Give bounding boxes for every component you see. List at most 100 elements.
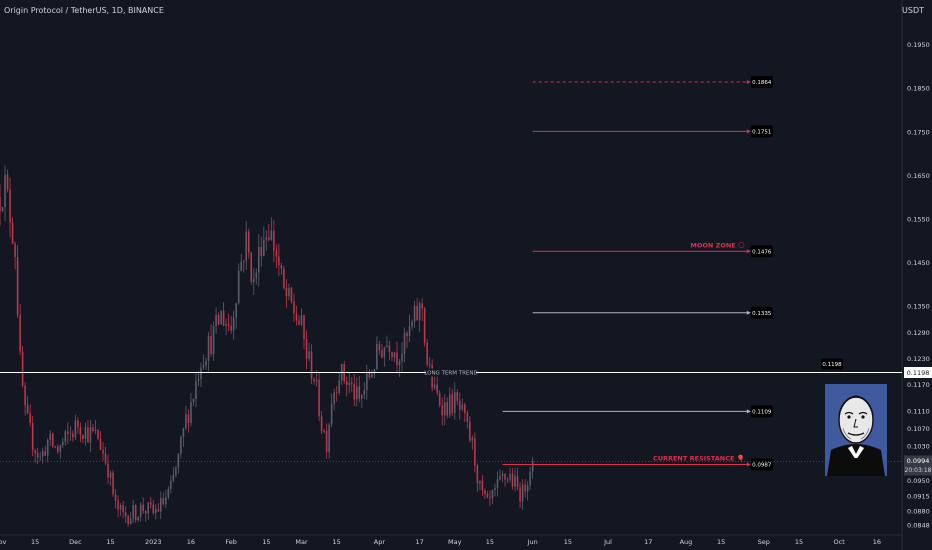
candle (408, 314, 411, 343)
candle (9, 177, 11, 238)
y-tick-label: 0.0915 (907, 492, 930, 500)
level-line[interactable]: 0.1476 MOON ZONE 🌕 (532, 241, 773, 258)
candle (388, 340, 391, 360)
candle (192, 398, 195, 407)
candle (325, 423, 328, 459)
candle (383, 346, 386, 367)
candle (340, 363, 343, 385)
candle (461, 398, 464, 412)
y-tick-label: 0.1850 (907, 85, 930, 93)
candle (491, 489, 494, 505)
level-line[interactable]: 0.1864 (532, 76, 773, 89)
candle (441, 397, 443, 426)
level-price-box (750, 306, 773, 319)
candle (438, 390, 441, 408)
candle (381, 343, 383, 359)
candle (227, 313, 230, 332)
candle (114, 488, 117, 509)
candle (252, 268, 255, 296)
candle (59, 444, 62, 459)
candle (94, 420, 97, 435)
candle (217, 312, 220, 325)
candle (92, 423, 94, 433)
candle (147, 502, 150, 520)
candle (265, 230, 268, 251)
candle (109, 470, 112, 486)
x-tick-label: 17 (644, 538, 652, 546)
candle (310, 344, 313, 384)
candle (486, 490, 489, 499)
x-tick-label: Sep (758, 538, 770, 546)
candle (250, 251, 253, 286)
candle (459, 392, 461, 420)
currency-label: USDT (902, 6, 924, 15)
candle (122, 500, 124, 519)
candle (285, 279, 288, 308)
candle (421, 298, 423, 321)
candle (39, 451, 41, 461)
candle (411, 319, 413, 331)
candle (393, 351, 396, 363)
y-tick-label: 0.1230 (907, 355, 930, 363)
level-annotation: CURRENT RESISTANCE 🎈 (653, 454, 745, 463)
candle (51, 432, 54, 449)
candle (335, 386, 338, 402)
y-tick-label: 0.1110 (907, 407, 930, 415)
candle (338, 372, 340, 396)
candle (398, 358, 401, 377)
candle (353, 374, 356, 407)
candle (240, 253, 242, 272)
candle (313, 377, 315, 385)
x-tick-label: Feb (225, 538, 237, 546)
level-line[interactable]: 0.1751 (532, 125, 773, 138)
candle (79, 422, 82, 443)
trend-price-box (821, 358, 843, 370)
x-tick-label: 15 (106, 538, 114, 546)
candle (104, 446, 107, 465)
candle (200, 362, 202, 388)
candle (451, 388, 454, 416)
candle (57, 444, 59, 454)
level-line[interactable]: 0.1335 (532, 306, 773, 319)
candle (531, 457, 534, 479)
candle (197, 370, 200, 387)
candle (418, 301, 421, 332)
candle (280, 262, 283, 275)
candle (172, 466, 175, 483)
candle (298, 315, 300, 326)
candle (89, 419, 92, 452)
candle (157, 503, 160, 512)
candle (182, 427, 185, 447)
candle (21, 345, 24, 389)
candle (49, 430, 52, 447)
candle (190, 392, 192, 427)
candle (165, 489, 167, 509)
candle (134, 503, 137, 523)
candle (446, 397, 449, 419)
candle (212, 321, 215, 361)
candle (443, 394, 446, 426)
y-tick-label: 0.1450 (907, 259, 930, 267)
candle (132, 499, 134, 524)
candle (290, 287, 293, 304)
candle (416, 298, 418, 321)
candle (308, 342, 310, 362)
candle (207, 331, 210, 372)
long-term-trend-line[interactable]: LONG TERM TREND 0.1198 (0, 358, 902, 377)
candle (107, 454, 109, 484)
candle (11, 217, 14, 245)
candle (180, 435, 182, 459)
candle (177, 453, 180, 474)
x-tick-label: 15 (795, 538, 803, 546)
candle (74, 414, 77, 441)
candle (245, 221, 248, 270)
candle (26, 395, 29, 414)
level-line[interactable]: 0.0987 CURRENT RESISTANCE 🎈 (502, 454, 773, 471)
candle (24, 382, 26, 416)
x-tick-label: Jul (603, 538, 612, 546)
candle (36, 447, 39, 465)
level-line[interactable]: 0.1109 (502, 405, 773, 418)
candle (328, 422, 330, 459)
candle (529, 466, 531, 490)
